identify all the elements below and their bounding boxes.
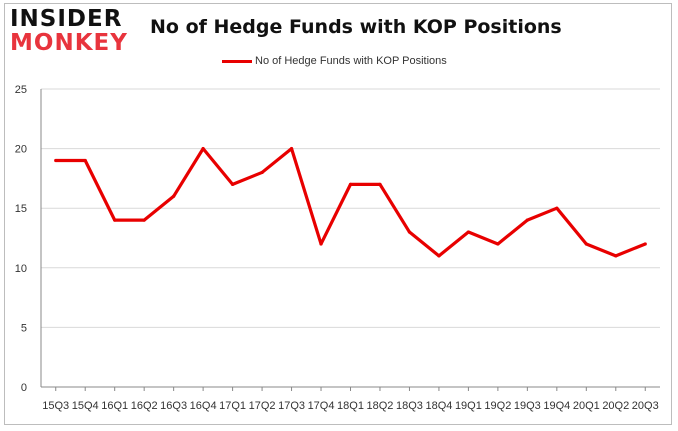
x-tick-label: 20Q1 — [573, 400, 600, 412]
data-point — [496, 242, 500, 246]
x-tick-label: 18Q3 — [396, 400, 423, 412]
y-tick-label: 0 — [21, 382, 27, 394]
insider-monkey-logo: INSIDER MONKEY — [8, 6, 128, 58]
x-tick-label: 16Q2 — [131, 400, 158, 412]
data-point — [584, 242, 588, 246]
data-point — [643, 242, 647, 246]
legend-label: No of Hedge Funds with KOP Positions — [255, 55, 447, 67]
data-point — [230, 182, 235, 186]
data-point — [407, 230, 412, 234]
x-tick-label: 17Q3 — [278, 400, 305, 412]
chart-title: No of Hedge Funds with KOP Positions — [150, 16, 562, 38]
x-tick-label: 18Q2 — [367, 400, 394, 412]
data-point — [113, 218, 117, 222]
data-point — [260, 170, 264, 175]
data-point — [466, 230, 471, 234]
x-tick-label: 15Q4 — [72, 400, 99, 412]
logo-line-1: INSIDER — [10, 6, 123, 32]
x-tick-label: 18Q1 — [337, 400, 364, 412]
data-point — [289, 147, 294, 151]
logo-line-2: MONKEY — [10, 30, 128, 56]
y-tick-label: 10 — [15, 263, 27, 275]
data-point — [201, 147, 205, 151]
data-point — [348, 182, 353, 186]
data-point — [172, 194, 176, 198]
x-tick-label: 15Q3 — [42, 400, 69, 412]
x-tick-label: 19Q1 — [455, 400, 482, 412]
x-tick-label: 17Q4 — [308, 400, 335, 412]
data-point — [319, 242, 323, 246]
series-line — [55, 147, 646, 258]
x-tick-label: 19Q2 — [484, 400, 511, 412]
x-tick-label: 16Q4 — [190, 400, 217, 412]
data-point — [437, 254, 441, 258]
x-tick-label: 16Q3 — [160, 400, 187, 412]
y-tick-label: 15 — [15, 203, 27, 215]
x-tick-label: 19Q3 — [514, 400, 541, 412]
x-tick-label: 16Q1 — [101, 400, 128, 412]
x-tick-label: 20Q2 — [602, 400, 629, 412]
y-tick-label: 20 — [15, 144, 27, 156]
data-point — [142, 218, 146, 222]
x-tick-label: 19Q4 — [543, 400, 570, 412]
data-point — [555, 206, 559, 210]
x-tick-label: 17Q1 — [219, 400, 246, 412]
legend-swatch — [222, 59, 252, 63]
y-tick-label: 25 — [15, 84, 27, 96]
data-point — [378, 182, 382, 186]
data-point — [54, 158, 58, 163]
data-point — [614, 254, 618, 258]
chart-legend: No of Hedge Funds with KOP Positions — [222, 55, 447, 67]
y-tick-label: 5 — [21, 322, 27, 334]
data-point — [525, 218, 529, 222]
x-tick-label: 17Q2 — [249, 400, 276, 412]
x-tick-label: 20Q3 — [632, 400, 659, 412]
data-point — [83, 158, 87, 163]
x-tick-label: 18Q4 — [425, 400, 452, 412]
